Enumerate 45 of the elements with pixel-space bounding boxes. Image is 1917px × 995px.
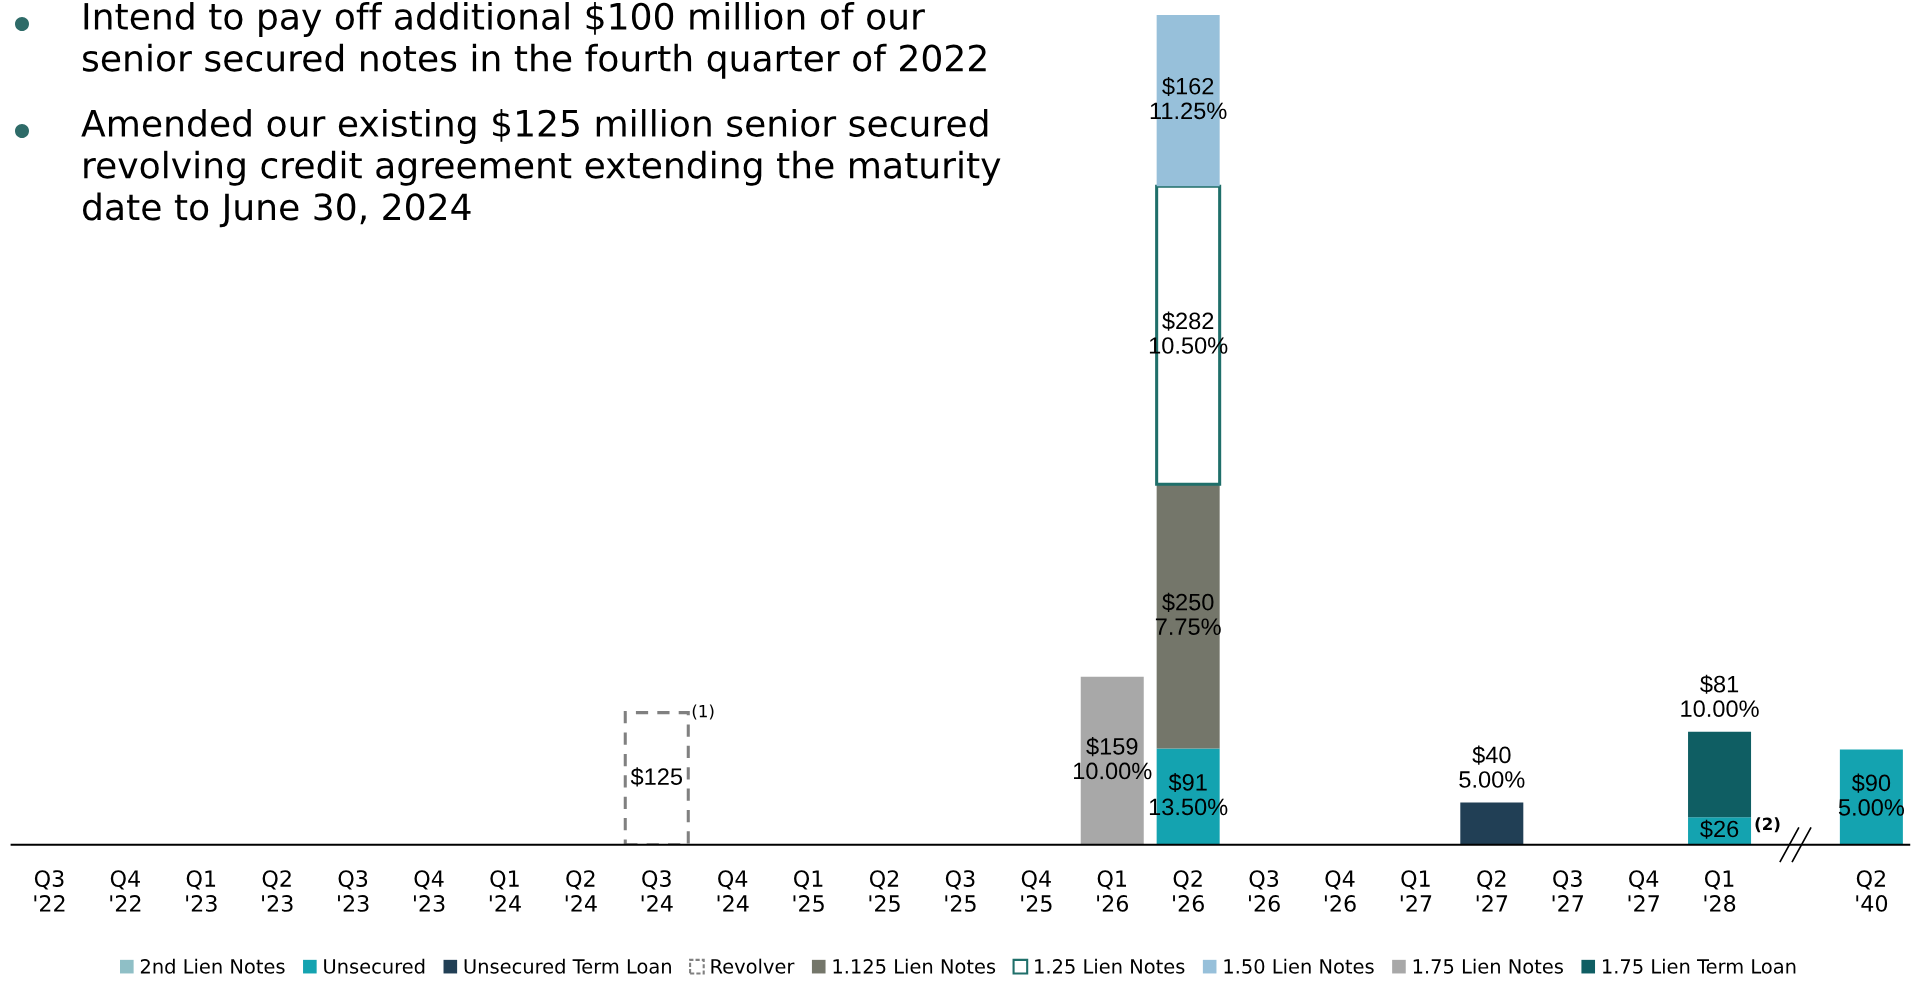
x-tick-label: Q3 '22 [34, 870, 65, 912]
x-tick-label: Q3 '26 [1249, 870, 1280, 912]
data-label: $162 11.25% [1150, 76, 1227, 120]
x-tick-label: Q1 '24 [489, 870, 521, 912]
bar [1156, 484, 1220, 749]
x-tick-label: Q2 '40 [1856, 870, 1888, 912]
annotation: (1) [692, 704, 714, 720]
x-tick-label: Q4 '26 [1324, 870, 1356, 912]
bar [1460, 802, 1524, 845]
x-tick-label: Q1 '28 [1704, 870, 1736, 912]
legend-label: Unsecured [324, 958, 425, 974]
x-tick-label: Q4 '27 [1628, 870, 1659, 912]
x-tick-label: Q4 '23 [413, 870, 445, 912]
legend-label: 1.50 Lien Notes [1224, 958, 1374, 974]
bar [1688, 731, 1752, 818]
x-tick-label: Q3 '24 [641, 870, 673, 912]
annotation: (2) [1755, 817, 1780, 833]
legend-label: 1.25 Lien Notes [1035, 958, 1185, 974]
data-label: $125 [630, 767, 683, 787]
legend-label: 1.75 Lien Term Loan [1603, 958, 1796, 974]
x-tick-label: Q3 '23 [338, 870, 369, 912]
legend-label: Revolver [711, 958, 795, 974]
x-tick-label: Q2 '26 [1173, 870, 1204, 912]
x-tick-label: Q4 '25 [1021, 870, 1052, 912]
annotation: Amended our existing $125 million senior secured revolving credit agreement extending the maturity date to June 30, 2024 [81, 109, 1001, 228]
legend-label: 2nd Lien Notes [140, 958, 285, 974]
data-label: $81 10.00% [1681, 674, 1759, 718]
x-tick-label: Q2 '24 [565, 870, 597, 912]
data-label: $26 [1700, 819, 1739, 839]
x-tick-label: Q3 '27 [1552, 870, 1584, 912]
x-tick-label: Q2 '27 [1476, 870, 1508, 912]
x-tick-label: Q4 '24 [717, 870, 749, 912]
x-tick-label: Q1 '27 [1400, 870, 1432, 912]
x-tick-label: Q2 '23 [262, 870, 293, 912]
x-tick-label: Q1 '25 [793, 870, 824, 912]
annotation: Intend to pay off additional $100 million of our senior secured notes in the fourth quarter of 2022 [82, 2, 986, 79]
data-label: $40 5.00% [1459, 745, 1525, 788]
x-tick-label: Q1 '23 [186, 870, 217, 912]
legend-label: Unsecured Term Loan [464, 958, 671, 974]
legend-label: 1.125 Lien Notes [833, 958, 996, 974]
x-tick-label: Q1 '26 [1097, 870, 1129, 912]
legend-label: 1.75 Lien Notes [1413, 958, 1563, 974]
x-tick-label: Q2 '25 [869, 870, 900, 912]
x-tick-label: Q4 '22 [110, 870, 141, 912]
x-tick-label: Q3 '25 [945, 870, 976, 912]
